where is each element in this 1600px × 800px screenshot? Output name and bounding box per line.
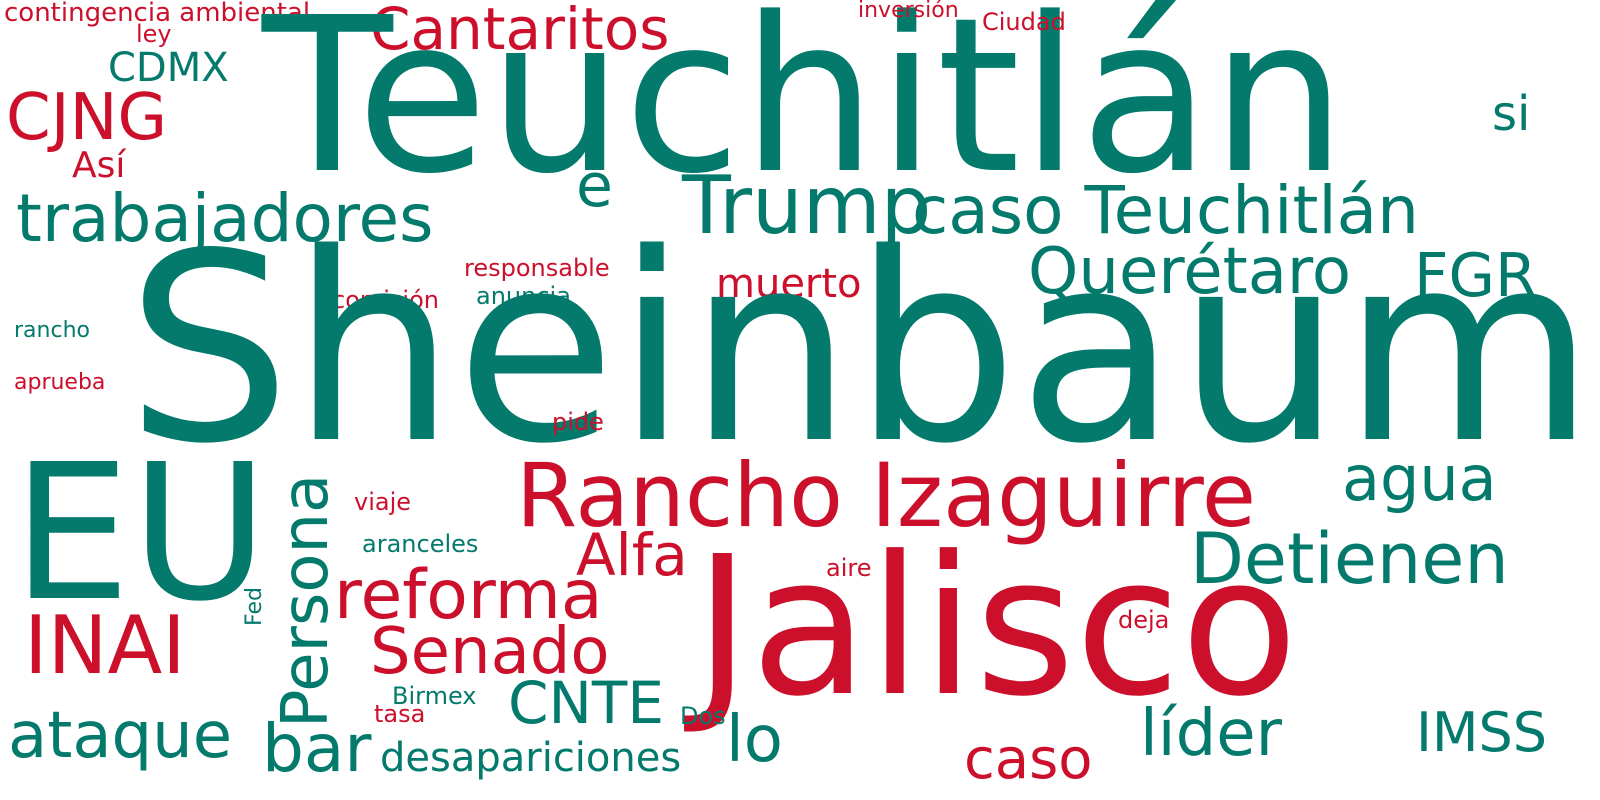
word-viaje: viaje	[354, 488, 412, 516]
word-cdmx: CDMX	[108, 45, 229, 91]
word-teuchitlan: Teuchitlán	[262, 0, 1347, 221]
word-aire: aire	[826, 554, 872, 582]
word-ataque: ataque	[8, 699, 233, 773]
word-imss: IMSS	[1416, 701, 1548, 764]
word-queretaro: Querétaro	[1028, 235, 1351, 309]
word-senado: Senado	[370, 615, 610, 689]
word-lo: lo	[726, 703, 783, 777]
word-tasa: tasa	[374, 700, 426, 728]
word-bar: bar	[262, 710, 372, 787]
word-trabajadores: trabajadores	[16, 180, 434, 257]
word-cantaritos: Cantaritos	[370, 0, 670, 63]
word-fed: Fed	[242, 587, 267, 626]
word-si: si	[1492, 86, 1531, 142]
word-detienen: Detienen	[1190, 518, 1509, 600]
word-pide: pide	[552, 408, 604, 436]
word-ley: ley	[136, 20, 172, 48]
word-comision: comisión	[332, 286, 439, 314]
word-reforma: reforma	[334, 556, 603, 635]
word-caso-teuchitlan: caso Teuchitlán	[912, 172, 1419, 249]
word-ciudad: Ciudad	[982, 8, 1066, 36]
word-asi: Así	[72, 145, 126, 186]
word-muerto: muerto	[716, 261, 862, 307]
word-responsable: responsable	[464, 254, 610, 282]
word-eu: EU	[12, 424, 269, 643]
word-fgr: FGR	[1414, 241, 1537, 311]
word-lider: líder	[1140, 697, 1282, 771]
word-cnte: CNTE	[508, 669, 664, 737]
word-aprueba: aprueba	[14, 370, 106, 395]
word-anuncia: anuncia	[476, 282, 571, 310]
word-desapariciones: desapariciones	[380, 735, 682, 781]
word-alfa: Alfa	[576, 521, 688, 589]
word-aranceles: aranceles	[362, 530, 479, 558]
word-sheinbaum: Sheinbaum	[126, 199, 1596, 501]
word-inversion: inversión	[858, 0, 959, 23]
word-cjng: CJNG	[6, 81, 168, 155]
word-e: e	[576, 151, 613, 221]
word-deja: deja	[1118, 606, 1170, 634]
word-trump: Trump	[682, 159, 932, 252]
word-caso: caso	[964, 727, 1093, 792]
word-jalisco: Jalisco	[694, 516, 1299, 739]
word-birmex: Birmex	[392, 682, 477, 710]
word-contingencia-ambiental: contingencia ambiental	[4, 0, 311, 28]
word-inai: INAI	[24, 599, 186, 692]
word-rancho-izaguirre: Rancho Izaguirre	[516, 444, 1257, 547]
word-agua: agua	[1342, 442, 1497, 515]
word-persona: Persona	[269, 473, 343, 728]
word-rancho: rancho	[14, 318, 90, 343]
word-dos: Dos	[680, 702, 726, 730]
